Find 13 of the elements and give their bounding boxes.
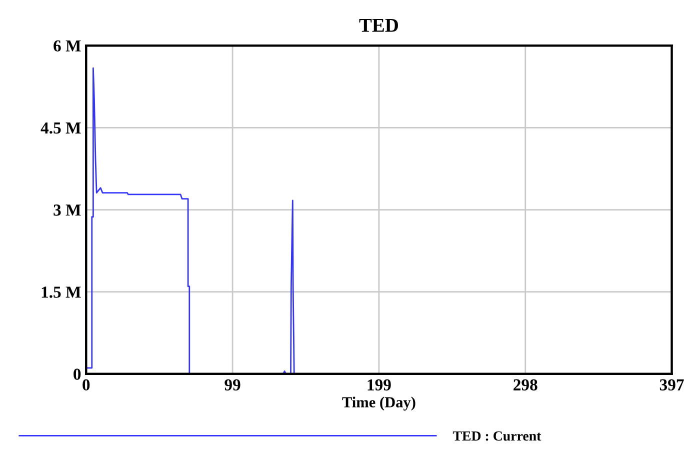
y-tick-label: 0 bbox=[74, 368, 81, 380]
x-tick-label: 99 bbox=[224, 379, 240, 391]
chart-title: TED bbox=[359, 18, 398, 32]
x-tick-label: 199 bbox=[368, 379, 391, 391]
y-tick-label: 6 M bbox=[54, 40, 81, 52]
x-axis-title: Time (Day) bbox=[342, 396, 416, 411]
y-tick-label: 4.5 M bbox=[40, 122, 81, 134]
text: TED : Current bbox=[452, 431, 542, 441]
y-tick-label: 1.5 M bbox=[42, 286, 81, 298]
x-tick-label: 0 bbox=[82, 379, 90, 391]
y-tick-label: 3 M bbox=[54, 204, 81, 216]
x-tick-label: 298 bbox=[514, 379, 538, 391]
x-tick-label: 397 bbox=[660, 379, 684, 391]
